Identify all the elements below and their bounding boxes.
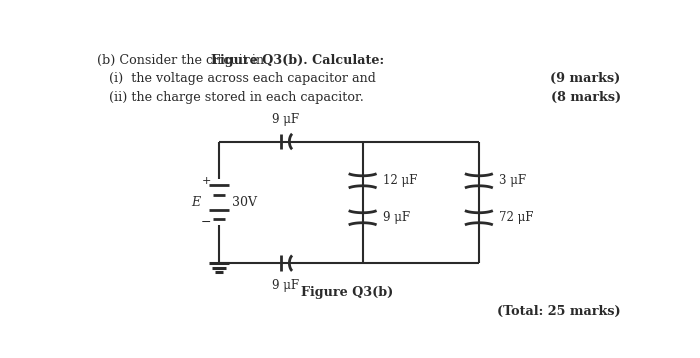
Text: Figure Q3(b): Figure Q3(b) — [301, 286, 393, 299]
Text: (i)  the voltage across each capacitor and: (i) the voltage across each capacitor an… — [109, 72, 376, 85]
Text: (b) Consider the circuit in: (b) Consider the circuit in — [97, 54, 268, 67]
Text: 3 μF: 3 μF — [499, 174, 526, 187]
Text: +: + — [202, 176, 211, 186]
Text: 12 μF: 12 μF — [383, 174, 417, 187]
Text: −: − — [201, 216, 211, 229]
Text: 30V: 30V — [232, 196, 258, 209]
Text: 9 μF: 9 μF — [272, 279, 299, 291]
Text: 9 μF: 9 μF — [272, 113, 299, 126]
Text: E: E — [191, 196, 201, 209]
Text: 72 μF: 72 μF — [499, 211, 533, 224]
Text: (8 marks): (8 marks) — [551, 91, 621, 104]
Text: (9 marks): (9 marks) — [550, 72, 621, 85]
Text: (ii) the charge stored in each capacitor.: (ii) the charge stored in each capacitor… — [109, 91, 364, 104]
Text: 9 μF: 9 μF — [383, 211, 410, 224]
Text: (Total: 25 marks): (Total: 25 marks) — [497, 305, 621, 318]
Text: Figure Q3(b). Calculate:: Figure Q3(b). Calculate: — [211, 54, 384, 67]
